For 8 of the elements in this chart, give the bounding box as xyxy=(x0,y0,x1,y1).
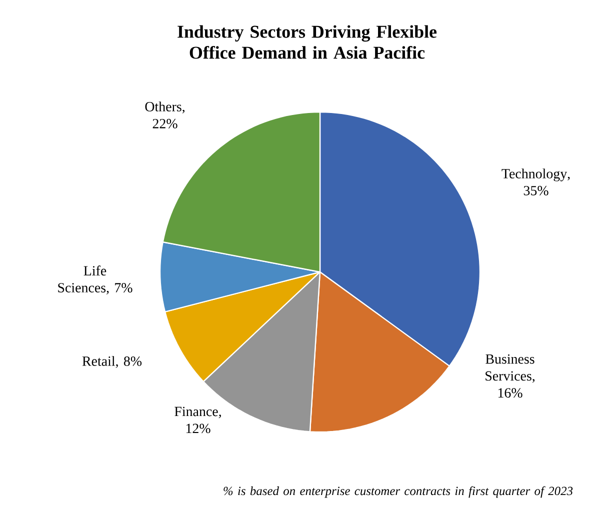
slice-label: Life Sciences xyxy=(58,266,106,292)
data-label: , 7% xyxy=(106,283,132,294)
slice-label: Others xyxy=(145,102,182,112)
slice-label: Finance xyxy=(174,406,218,416)
chart-title: Industry Sectors Driving Flexible Office Demand in Asia Pacific xyxy=(178,25,437,59)
text: % is based on enterprise customer contracts in first quarter of 2023 xyxy=(224,486,573,498)
slice-label: Retail xyxy=(82,356,116,366)
data-label: , 8% xyxy=(116,356,142,368)
